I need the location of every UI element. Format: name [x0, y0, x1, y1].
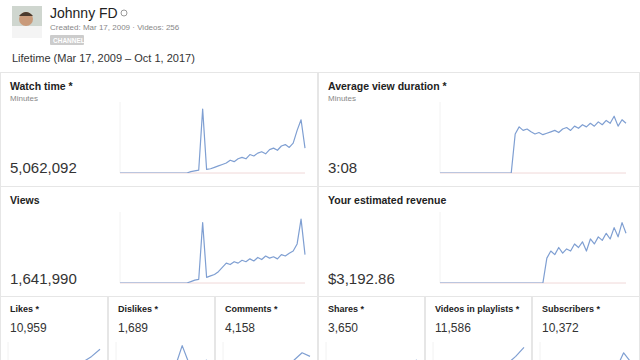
- metric-title: Likes *: [10, 304, 40, 314]
- plot-area: [440, 223, 626, 283]
- range-edge: [540, 342, 541, 360]
- panel: Watch time * Minutes 5,062,092: [1, 73, 318, 187]
- range-edge: [116, 342, 117, 360]
- metric-total: 1,689: [118, 321, 148, 335]
- panel: Dislikes * 1,689: [109, 297, 215, 360]
- metric-total: 4,158: [225, 321, 255, 335]
- metric-total: 3,650: [328, 321, 358, 335]
- link-icon: [121, 10, 127, 16]
- metric-total: 11,586: [435, 321, 471, 335]
- panel: Shares * 3,650: [319, 297, 425, 360]
- panel-frame: [1, 73, 318, 187]
- panel: Comments * 4,158: [216, 297, 318, 360]
- panel: Subscribers * 10,372: [533, 297, 640, 360]
- sparkline: [120, 109, 305, 173]
- metric-title: Your estimated revenue: [328, 194, 446, 206]
- badge-bg: [50, 35, 84, 45]
- metric-unit: Minutes: [328, 94, 356, 103]
- channel-name: Johnny FD: [50, 5, 118, 21]
- metric-title: Comments *: [225, 304, 278, 314]
- range-edge: [433, 342, 434, 360]
- plot-area: [120, 109, 305, 173]
- metric-unit: Minutes: [10, 94, 38, 103]
- range-edge: [8, 342, 9, 360]
- metric-title: Subscribers *: [542, 304, 601, 314]
- dashboard: Johnny FD Created: Mar 17, 2009 · Videos:…: [0, 0, 640, 360]
- sparkline: [440, 116, 626, 173]
- metric-total: 1,641,990: [10, 270, 77, 287]
- plot-area: [440, 116, 626, 173]
- plot-area: [116, 346, 207, 360]
- background: [0, 0, 640, 360]
- metric-total: $3,192.86: [328, 270, 395, 287]
- plot-area: [540, 353, 632, 360]
- panel-frame: [426, 297, 532, 360]
- avatar-bg: [12, 6, 42, 38]
- panel-frame: [319, 187, 640, 297]
- panel: Videos in playlists * 11,586: [426, 297, 532, 360]
- avatar-hair: [19, 12, 33, 16]
- panel-frame: [533, 297, 640, 360]
- metric-title: Average view duration *: [328, 80, 448, 92]
- channel-meta: Created: Mar 17, 2009 · Videos: 256: [50, 23, 180, 32]
- metric-total: 10,959: [10, 321, 47, 335]
- panel: Average view duration * Minutes 3:08: [319, 73, 640, 187]
- range-edge: [120, 212, 121, 283]
- panel-frame: [319, 297, 425, 360]
- panel: Views 1,641,990: [1, 187, 318, 297]
- panel-frame: [319, 73, 640, 187]
- plot-area: [8, 349, 100, 360]
- metric-title: Shares *: [328, 304, 365, 314]
- avatar-shirt: [12, 26, 42, 38]
- sparkline: [8, 349, 100, 360]
- sparkline: [120, 219, 305, 283]
- metric-title: Views: [10, 194, 40, 206]
- metric-title: Dislikes *: [118, 304, 159, 314]
- plot-area: [433, 347, 524, 360]
- sparkline: [223, 353, 310, 360]
- panel-frame: [1, 297, 108, 360]
- channel-badge: CHANNEL: [53, 37, 85, 44]
- period: Lifetime (Mar 17, 2009 – Oct 1, 2017): [12, 52, 195, 64]
- range-edge: [440, 102, 441, 173]
- panel-frame: [1, 187, 318, 297]
- metric-total: 10,372: [542, 321, 579, 335]
- plot-area: [223, 353, 310, 360]
- sparkline: [540, 353, 632, 360]
- sparkline: [440, 223, 626, 283]
- panel-frame: [216, 297, 318, 360]
- sparkline: [433, 347, 524, 360]
- metric-total: 3:08: [328, 159, 357, 176]
- metric-title: Watch time *: [10, 80, 74, 92]
- range-edge: [223, 342, 224, 360]
- metric-total: 5,062,092: [10, 159, 77, 176]
- range-edge: [120, 102, 121, 173]
- avatar-face: [19, 12, 33, 26]
- panel: Your estimated revenue $3,192.86: [319, 187, 640, 297]
- avatar: [12, 6, 42, 38]
- sparkline: [116, 346, 207, 360]
- panel: Likes * 10,959: [1, 297, 108, 360]
- panel-frame: [109, 297, 215, 360]
- metric-title: Videos in playlists *: [435, 304, 520, 314]
- range-edge: [326, 342, 327, 360]
- plot-area: [120, 219, 305, 283]
- range-edge: [440, 212, 441, 283]
